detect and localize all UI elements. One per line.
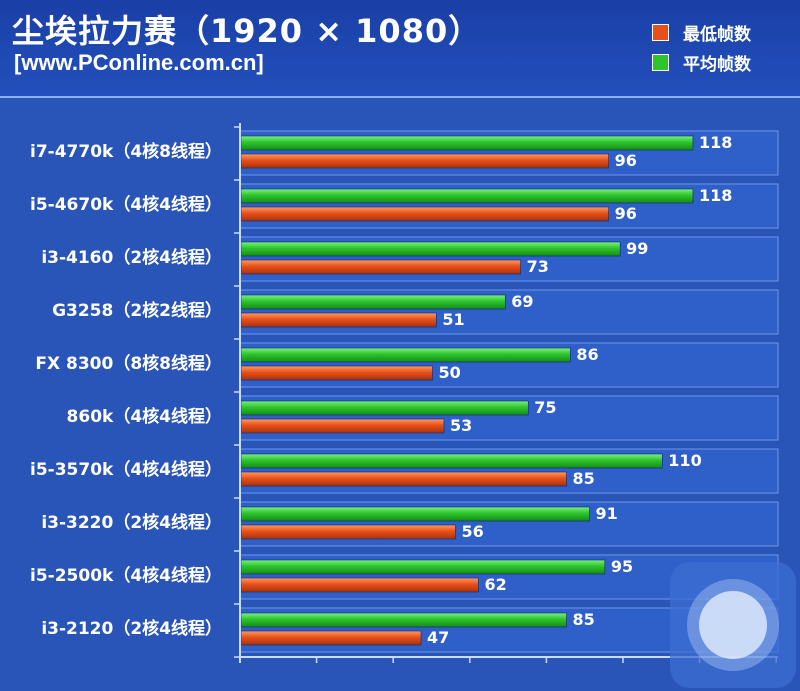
category-label: i3-2120（2核4线程） <box>41 618 222 639</box>
legend-label-min: 最低帧数 <box>683 24 751 45</box>
category-label: i5-2500k（4核4线程） <box>30 565 222 586</box>
data-label: 75 <box>534 398 556 417</box>
data-label: 62 <box>484 575 506 594</box>
bar-min-fps <box>240 206 609 222</box>
bar-min-fps <box>240 524 456 540</box>
category-label: G3258（2核2线程） <box>52 300 222 321</box>
bar-avg-fps <box>240 559 606 575</box>
legend-label-avg: 平均帧数 <box>683 54 751 75</box>
data-label: 86 <box>576 345 598 364</box>
bar-avg-fps <box>240 294 506 310</box>
chart-title: 尘埃拉力赛（1920 × 1080） <box>12 12 482 50</box>
bar-min-fps <box>240 365 433 381</box>
data-label: 91 <box>596 504 618 523</box>
bar-avg-fps <box>240 453 663 469</box>
bar-min-fps <box>240 418 445 434</box>
category-label: i3-4160（2核4线程） <box>41 247 222 268</box>
bar-avg-fps <box>240 188 694 204</box>
data-label: 69 <box>511 292 533 311</box>
data-label: 96 <box>615 204 637 223</box>
bar-min-fps <box>240 471 567 487</box>
watermark-badge <box>670 562 796 688</box>
data-label: 50 <box>439 363 461 382</box>
bar-avg-fps <box>240 612 567 628</box>
data-label: 85 <box>573 610 595 629</box>
legend-swatch-min <box>652 23 669 41</box>
data-label: 118 <box>699 186 732 205</box>
data-label: 47 <box>427 628 449 647</box>
data-label: 73 <box>527 257 549 276</box>
data-label: 85 <box>573 469 595 488</box>
category-label: i3-3220（2核4线程） <box>41 512 222 533</box>
legend: 最低帧数 平均帧数 <box>652 18 751 78</box>
data-label: 51 <box>442 310 464 329</box>
bar-avg-fps <box>240 506 590 522</box>
data-label: 53 <box>450 416 472 435</box>
category-label: 860k（4核4线程） <box>67 406 222 427</box>
bar-avg-fps <box>240 241 621 257</box>
legend-swatch-avg <box>652 53 669 71</box>
bar-min-fps <box>240 312 437 328</box>
category-label: i5-4670k（4核4线程） <box>30 194 222 215</box>
data-label: 110 <box>668 451 701 470</box>
bar-min-fps <box>240 153 609 169</box>
legend-item-avg: 平均帧数 <box>652 48 751 76</box>
data-label: 96 <box>615 151 637 170</box>
category-label: i5-3570k（4核4线程） <box>30 459 222 480</box>
data-label: 95 <box>611 557 633 576</box>
source-url: [www.PConline.com.cn] <box>14 50 264 75</box>
data-label: 56 <box>461 522 483 541</box>
data-label: 99 <box>626 239 648 258</box>
bar-avg-fps <box>240 135 694 151</box>
bar-avg-fps <box>240 347 571 363</box>
bar-min-fps <box>240 577 479 593</box>
legend-item-min: 最低帧数 <box>652 18 751 46</box>
bar-min-fps <box>240 259 521 275</box>
circle-badge-core <box>699 591 767 659</box>
chart-header: 尘埃拉力赛（1920 × 1080） [www.PConline.com.cn]… <box>0 0 800 98</box>
data-label: 118 <box>699 133 732 152</box>
bar-avg-fps <box>240 400 529 416</box>
bar-min-fps <box>240 630 422 646</box>
category-label: i7-4770k（4核8线程） <box>30 141 222 162</box>
category-label: FX 8300（8核8线程） <box>35 353 222 374</box>
